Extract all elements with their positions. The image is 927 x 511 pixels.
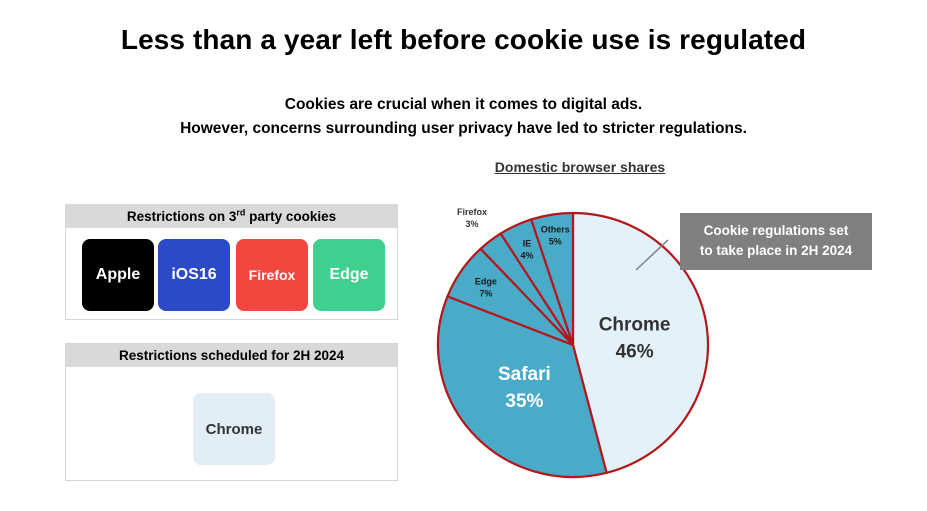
slice-label-chrome: Chrome: [599, 315, 671, 336]
ios16-tile: iOS16: [158, 239, 230, 311]
subtitle-line-1: Cookies are crucial when it comes to dig…: [284, 96, 643, 113]
slice-label-firefox: Firefox: [457, 207, 487, 217]
slice-value-edge: 7%: [479, 288, 492, 298]
callout-pointer: [635, 239, 669, 271]
pie-slice-others: [530, 211, 575, 347]
scheduled-restrictions-heading: Restrictions scheduled for 2H 2024: [66, 344, 397, 367]
scheduled-restrictions-panel: Restrictions scheduled for 2H 2024 Chrom…: [65, 343, 398, 481]
slice-value-ie: 4%: [521, 251, 534, 261]
pie-slice-chrome: [571, 211, 710, 474]
firefox-tile: Firefox: [236, 239, 308, 311]
subtitle-line-2: However, concerns surrounding user priva…: [180, 120, 747, 137]
slice-label-others: Others: [541, 225, 570, 235]
callout-line-1: Cookie regulations set: [703, 223, 849, 238]
browser-tiles: Apple iOS16 Firefox Edge: [66, 228, 397, 320]
slice-label-ie: IE: [523, 239, 532, 249]
chrome-tile: Chrome: [193, 393, 275, 465]
page-title: Less than a year left before cookie use …: [120, 24, 807, 55]
slice-value-chrome: 46%: [616, 342, 654, 363]
slice-label-edge: Edge: [475, 276, 497, 286]
heading-suffix: party cookies: [245, 209, 337, 224]
slice-value-safari: 35%: [505, 391, 543, 412]
edge-tile: Edge: [313, 239, 385, 311]
slice-value-others: 5%: [549, 237, 562, 247]
chart-title: Domestic browser shares: [494, 159, 666, 175]
third-party-restrictions-heading: Restrictions on 3rd party cookies: [66, 205, 397, 228]
cookie-regulation-callout: Cookie regulations set to take place in …: [680, 213, 872, 270]
heading-prefix: Restrictions on 3: [126, 209, 237, 224]
slice-value-firefox: 3%: [466, 219, 479, 229]
heading-superscript: rd: [236, 207, 246, 218]
slice-label-safari: Safari: [498, 364, 551, 385]
callout-line-2: to take place in 2H 2024: [699, 243, 853, 258]
pie-slice-safari: [436, 295, 608, 479]
apple-tile: Apple: [82, 239, 154, 311]
third-party-restrictions-panel: Restrictions on 3rd party cookies Apple …: [65, 204, 398, 320]
